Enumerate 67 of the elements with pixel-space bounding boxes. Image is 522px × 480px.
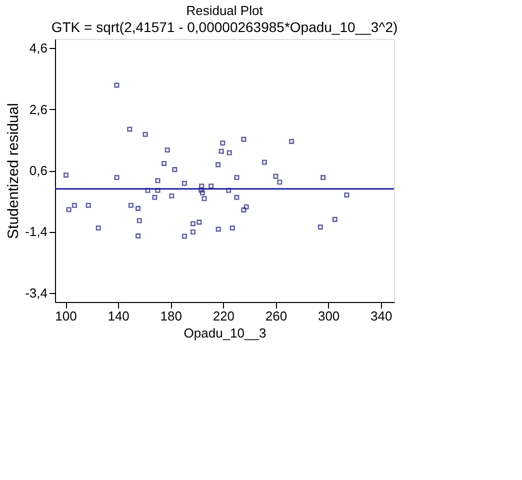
point [234,175,240,180]
point [208,184,214,189]
point [127,126,132,132]
point [190,229,196,234]
point [318,224,323,230]
point [241,136,246,142]
y-tick-label: 2,6 [29,102,48,117]
x-tick-label: 180 [160,308,182,324]
y-tick-label: 4,6 [29,40,48,56]
x-tick-label: 140 [108,308,130,324]
point [136,218,142,224]
point [202,196,207,202]
point [155,188,160,193]
point [164,147,170,153]
point [96,225,101,231]
point [244,204,249,210]
point [162,160,167,166]
point [234,194,240,200]
point [220,140,226,146]
chart-title: Residual Plot [186,3,264,18]
y-axis-title: Studentized residual [5,103,22,239]
point [136,233,141,238]
x-tick-label: 300 [318,308,340,324]
point [199,184,204,189]
point [344,192,350,198]
point [128,202,134,208]
point [182,180,187,186]
point [196,220,202,225]
point [114,175,120,180]
point [216,162,221,168]
point [218,148,224,154]
point [86,202,91,208]
point [182,234,187,239]
point [64,172,69,178]
x-tick-label: 340 [370,308,392,324]
point [200,190,205,196]
chart-subtitle: GTK = sqrt(2,41571 - 0,00000263985*Opadu_10__3^2) [51,19,398,35]
point [288,138,294,144]
x-tick-label: 100 [55,308,77,324]
point [66,207,72,212]
point [273,174,278,179]
point [152,194,158,200]
x-tick-label: 260 [265,308,288,324]
point [230,225,235,231]
point [226,188,232,193]
point [155,178,160,184]
point [320,175,326,180]
point [241,207,246,212]
point [114,82,120,88]
x-axis-title: Opadu_10__3 [184,326,266,340]
point [145,188,150,193]
point [72,202,77,208]
y-tick-label: 0,6 [29,163,48,178]
point [169,193,174,198]
point [277,180,282,185]
point [190,221,196,226]
point [262,160,267,165]
point [332,216,338,222]
point [172,167,178,172]
point [198,188,204,193]
point [142,132,148,137]
y-tick-label: -3,4 [25,285,48,300]
y-tick-label: -1,4 [25,224,48,240]
point [216,226,221,232]
x-tick-label: 220 [212,308,235,324]
point [226,150,232,156]
point [136,206,141,211]
